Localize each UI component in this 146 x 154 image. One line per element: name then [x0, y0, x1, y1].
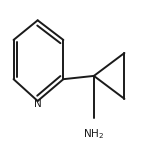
Text: NH$_2$: NH$_2$ — [83, 127, 104, 141]
Text: N: N — [34, 99, 41, 109]
